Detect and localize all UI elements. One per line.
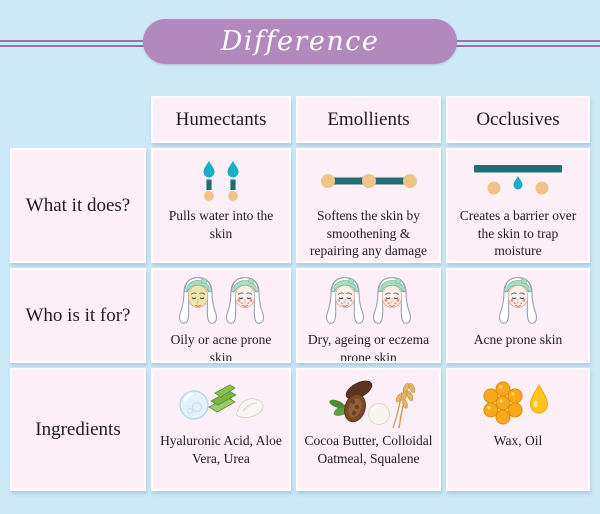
column-header-emollients: Emollients <box>296 96 441 143</box>
honeycomb-highlights <box>487 385 515 410</box>
row-label-text: What it does? <box>25 194 131 216</box>
acne-face-icon <box>497 274 539 328</box>
cell-humectants-what-it-does: Pulls water into the skin <box>151 148 291 263</box>
row-label-what-it-does: What it does? <box>10 148 146 263</box>
page-title: Difference <box>220 26 380 57</box>
column-header-label: Occlusives <box>476 108 560 130</box>
cocoa-beans-icon <box>328 380 372 423</box>
acne-face-icon <box>224 274 266 328</box>
faces-iconbox <box>177 274 266 328</box>
water-bubble-icon <box>179 390 209 420</box>
honeycomb-oil-icon <box>482 377 554 429</box>
water-drops-absorb-icon <box>194 158 248 204</box>
hyaluronic-aloe-cream-icon <box>175 377 267 429</box>
cell-text: Dry, ageing or eczema prone skin <box>307 332 430 363</box>
row-label-who-is-it-for: Who is it for? <box>10 268 146 363</box>
page-header: Difference <box>0 0 600 96</box>
cell-occlusives-who-is-it-for: Acne prone skin <box>446 268 590 363</box>
cell-text: Acne prone skin <box>473 332 563 347</box>
row-label-ingredients: Ingredients <box>10 368 146 491</box>
cell-emollients-ingredients: Cocoa Butter, Colloidal Oatmeal, Squalen… <box>296 368 441 491</box>
oat-stalks-icon <box>391 383 415 429</box>
faces-iconbox <box>497 274 539 328</box>
cell-text: Oily or acne prone skin <box>170 332 272 363</box>
cell-occlusives-ingredients: Wax, Oil <box>446 368 590 491</box>
cell-text: Wax, Oil <box>493 433 543 448</box>
barrier-over-skin-icon <box>472 158 564 204</box>
butter-ball-icon <box>367 403 390 425</box>
cream-icon <box>236 398 264 419</box>
column-header-label: Humectants <box>175 108 267 130</box>
row-label-text: Ingredients <box>35 418 121 440</box>
cell-text: Pulls water into the skin <box>168 208 274 241</box>
cell-text: Creates a barrier over the skin to trap … <box>459 208 577 259</box>
cell-text: Softens the skin by smoothening & repair… <box>310 208 427 259</box>
column-header-label: Emollients <box>327 108 410 130</box>
cell-emollients-what-it-does: Softens the skin by smoothening & repair… <box>296 148 441 263</box>
column-header-humectants: Humectants <box>151 96 291 143</box>
cell-text: Hyaluronic Acid, Aloe Vera, Urea <box>160 433 282 466</box>
oil-drop-icon <box>529 383 549 414</box>
column-header-occlusives: Occlusives <box>446 96 590 143</box>
aloe-vera-icon <box>208 384 237 413</box>
corner-empty-cell <box>10 96 146 143</box>
cell-humectants-ingredients: Hyaluronic Acid, Aloe Vera, Urea <box>151 368 291 491</box>
comparison-table: Humectants Emollients Occlusives What it… <box>0 96 600 491</box>
smooth-links-icon <box>319 158 419 204</box>
cell-text: Cocoa Butter, Colloidal Oatmeal, Squalen… <box>304 433 433 466</box>
cell-emollients-who-is-it-for: Dry, ageing or eczema prone skin <box>296 268 441 363</box>
cell-humectants-who-is-it-for: Oily or acne prone skin <box>151 268 291 363</box>
oily-face-icon <box>177 274 219 328</box>
cell-occlusives-what-it-does: Creates a barrier over the skin to trap … <box>446 148 590 263</box>
cocoa-oat-butter-icon <box>321 377 417 429</box>
row-label-text: Who is it for? <box>25 304 131 326</box>
dry-face-icon <box>324 274 366 328</box>
eczema-face-icon <box>371 274 413 328</box>
faces-iconbox <box>324 274 413 328</box>
honeycomb-icon <box>483 381 523 425</box>
title-banner: Difference <box>143 19 457 64</box>
